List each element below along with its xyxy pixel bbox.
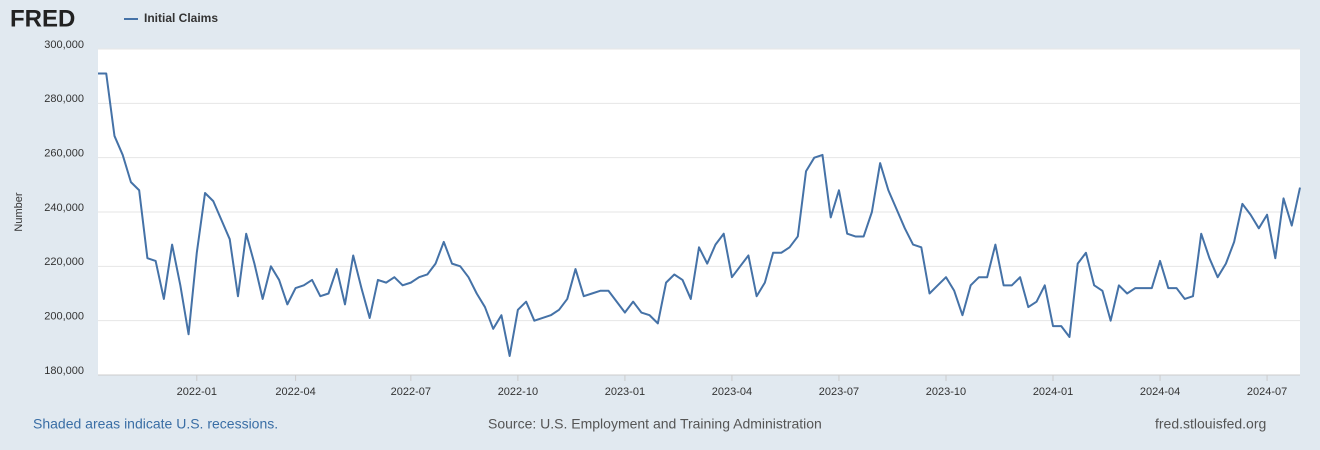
y-tick-label: 240,000 [44,202,84,214]
x-tick-label: 2022-10 [498,386,538,398]
y-tick-label: 180,000 [44,365,84,377]
y-tick-label: 200,000 [44,311,84,323]
x-tick-label: 2024-01 [1033,386,1073,398]
x-tick-label: 2022-04 [275,386,315,398]
x-tick-label: 2024-07 [1247,386,1287,398]
y-tick-label: 280,000 [44,93,84,105]
y-tick-label: 260,000 [44,148,84,160]
y-axis-title: Number [13,192,25,231]
brand-logo: FRED [10,5,75,32]
data-line [98,72,1301,357]
site[interactable]: fred.stlouisfed.org [1155,416,1266,432]
recession-note[interactable]: Shaded areas indicate U.S. recessions. [33,416,278,432]
x-tick-label: 2022-01 [177,386,217,398]
y-tick-label: 300,000 [44,39,84,51]
legend-label: Initial Claims [144,11,218,25]
x-tick-label: 2023-01 [605,386,645,398]
x-tick-label: 2023-07 [819,386,859,398]
source: Source: U.S. Employment and Training Adm… [488,416,822,432]
x-tick-label: 2024-04 [1140,386,1180,398]
x-tick-label: 2022-07 [391,386,431,398]
x-tick-label: 2023-04 [712,386,752,398]
y-tick-label: 220,000 [44,256,84,268]
x-tick-label: 2023-10 [926,386,966,398]
